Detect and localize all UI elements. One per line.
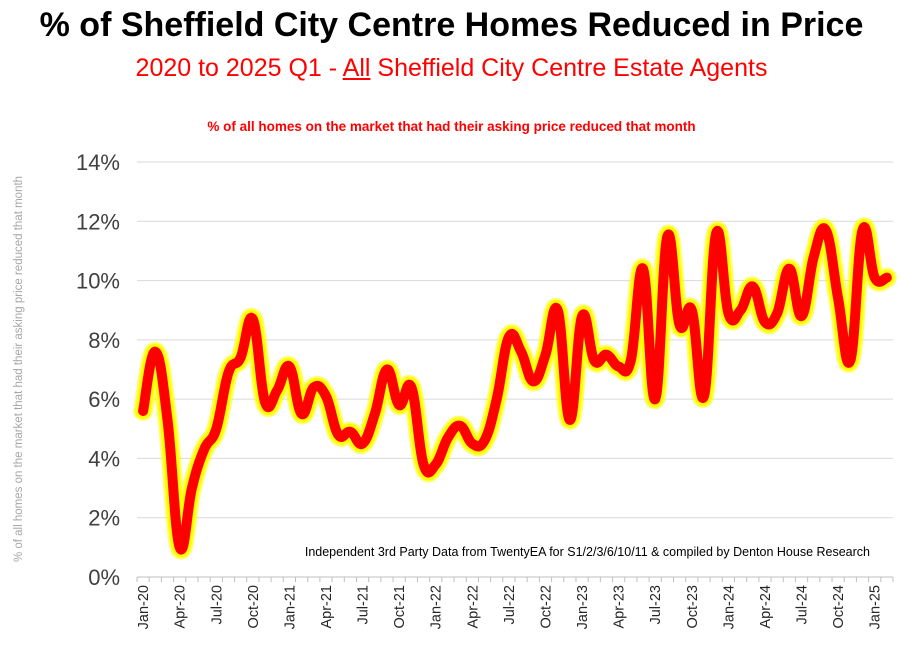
x-tick-label: Apr-24 <box>758 585 774 629</box>
subtitle-underlined: All <box>342 54 371 82</box>
x-tick-label: Jan-24 <box>721 585 737 629</box>
x-tick-label: Oct-21 <box>392 585 408 629</box>
y-tick-label: 10% <box>76 269 120 294</box>
x-tick-label: Jan-25 <box>868 585 884 629</box>
x-tick-label: Jul-23 <box>648 585 664 625</box>
x-tick-label: Jul-22 <box>502 585 518 625</box>
source-annotation: Independent 3rd Party Data from TwentyEA… <box>305 545 870 559</box>
page-title: % of Sheffield City Centre Homes Reduced… <box>39 6 864 44</box>
subtitle-prefix: 2020 to 2025 Q1 - <box>135 54 343 82</box>
chart-title: % of all homes on the market that had th… <box>207 119 696 134</box>
y-tick-label: 12% <box>76 209 120 234</box>
series-line <box>138 222 892 555</box>
x-tick-label: Apr-20 <box>173 585 189 629</box>
x-tick-label: Apr-23 <box>612 585 628 629</box>
x-tick-label: Oct-20 <box>246 585 262 629</box>
y-axis-label: % of all homes on the market that had th… <box>13 176 25 562</box>
y-tick-label: 8% <box>88 328 120 353</box>
x-tick-label: Oct-24 <box>831 585 847 629</box>
y-tick-label: 0% <box>88 565 120 590</box>
x-tick-label: Jul-20 <box>209 585 225 625</box>
x-tick-label: Jan-21 <box>282 585 298 629</box>
y-tick-label: 14% <box>76 150 120 175</box>
series-line-glow <box>135 219 895 558</box>
x-tick-label: Oct-23 <box>685 585 701 629</box>
x-tick-label: Oct-22 <box>538 585 554 629</box>
page-subtitle: 2020 to 2025 Q1 - All Sheffield City Cen… <box>0 54 903 83</box>
x-tick-label: Jul-24 <box>795 585 811 625</box>
x-tick-label: Jan-23 <box>575 585 591 629</box>
y-tick-label: 6% <box>88 387 120 412</box>
x-tick-label: Jul-21 <box>356 585 372 625</box>
subtitle-suffix: Sheffield City Centre Estate Agents <box>370 54 768 82</box>
x-tick-label: Jan-22 <box>429 585 445 629</box>
x-tick-label: Jan-20 <box>136 585 152 629</box>
x-tick-label: Apr-22 <box>465 585 481 629</box>
x-tick-label: Apr-21 <box>319 585 335 629</box>
y-tick-label: 2% <box>88 506 120 531</box>
y-tick-label: 4% <box>88 446 120 471</box>
